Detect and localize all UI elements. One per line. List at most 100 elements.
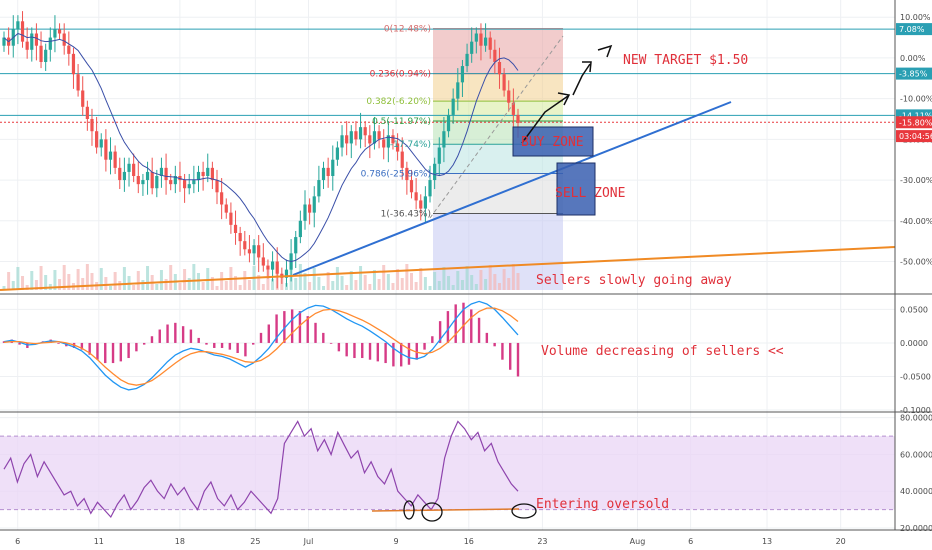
volume-bar: [183, 269, 187, 290]
macd-histogram-bar: [290, 309, 294, 343]
macd-histogram-bar: [376, 342, 380, 362]
volume-bar: [349, 271, 353, 290]
candle-body: [396, 143, 400, 152]
macd-histogram-bar: [423, 342, 426, 350]
candle-body: [136, 176, 140, 185]
candle-body: [257, 245, 261, 258]
candle-body: [224, 204, 228, 213]
volume-bar: [335, 267, 339, 290]
macd-histogram-bar: [252, 342, 255, 345]
candle-body: [308, 204, 312, 213]
volume-bar: [169, 265, 173, 290]
macd-histogram-bar: [174, 322, 177, 343]
candle-body: [76, 74, 80, 91]
x-tick-label: 6: [688, 537, 693, 546]
x-tick-label: 9: [394, 537, 399, 546]
volume-bar: [243, 271, 247, 290]
macd-histogram-bar: [509, 342, 512, 370]
price-badge-label: -15.80%: [899, 118, 932, 127]
volume-bar: [447, 276, 451, 290]
candle-body: [317, 180, 321, 197]
macd-histogram-bar: [407, 342, 411, 365]
candle-body: [220, 192, 224, 205]
candle-body: [20, 21, 25, 42]
volume-bar: [322, 286, 326, 290]
candle-body: [345, 135, 349, 144]
candle-body: [159, 167, 164, 176]
volume-bar: [34, 280, 38, 290]
volume-bar: [433, 272, 437, 290]
candle-body: [437, 147, 441, 164]
macd-histogram-bar: [104, 342, 107, 364]
price-badges: 7.08% -3.85% -14.11%-15.80% 03:04:56: [896, 23, 932, 143]
macd-histogram-bar: [306, 316, 309, 343]
volume-bar: [155, 284, 159, 290]
volume-bar: [53, 270, 57, 290]
candle-body: [252, 245, 256, 254]
volume-bar: [474, 284, 478, 290]
y-tick-label: -10.00%: [900, 95, 932, 104]
candle-body: [206, 167, 210, 176]
candle-body: [284, 269, 289, 278]
macd-histogram-bar: [150, 336, 154, 343]
macd-histogram-bar: [181, 326, 185, 343]
macd-histogram-bar: [337, 342, 341, 352]
candle-body: [465, 53, 469, 67]
macd-histogram-bar: [18, 342, 21, 345]
volume-bar: [266, 270, 270, 290]
volume-bar: [317, 277, 321, 290]
macd-histogram-bar: [454, 304, 457, 343]
y-tick-label: -30.00%: [900, 176, 932, 185]
candle-body: [187, 184, 191, 189]
volume-bar: [178, 283, 182, 290]
volume-bar: [516, 273, 520, 290]
volume-bar: [312, 268, 316, 290]
candle-body: [67, 45, 71, 54]
candle-body: [2, 37, 6, 46]
candle-body: [331, 159, 335, 176]
volume-bar: [414, 282, 418, 290]
volume-bar: [201, 282, 205, 290]
candle-body: [497, 62, 502, 75]
y-tick-label: 80.0000: [900, 414, 932, 423]
macd-histogram-bar: [329, 342, 333, 344]
volume-bar: [493, 274, 497, 290]
candle-body: [488, 37, 492, 50]
y-tick-label: -40.00%: [900, 217, 932, 226]
volume-bar: [331, 281, 335, 290]
fib-level-label: (-17.74%): [386, 140, 431, 150]
volume-bar: [58, 279, 62, 290]
macd-histogram-bar: [516, 342, 520, 377]
y-tick-label: 40.0000: [900, 487, 932, 496]
candle-body: [196, 171, 201, 181]
fib-level-label: 0(12.48%): [384, 25, 431, 35]
x-tick-label: 25: [250, 537, 260, 546]
candle-body: [368, 135, 372, 144]
macd-histogram-bar: [485, 332, 489, 343]
candle-body: [386, 135, 390, 148]
candle-body: [275, 261, 279, 274]
candle-body: [511, 102, 515, 115]
macd-histogram-bar: [267, 324, 270, 343]
volume-bar: [488, 265, 492, 290]
volume-bar: [428, 286, 432, 290]
volume-bar: [294, 278, 298, 290]
volume-bar: [442, 267, 446, 290]
fib-level-label: 0.5(-11.97%): [372, 117, 431, 127]
y-axis-tick-labels: 10.00%0.00%-10.00%-20.00%-30.00%-40.00%-…: [900, 13, 932, 533]
volume-bar: [497, 283, 501, 290]
volume-bar: [81, 278, 85, 290]
candle-body: [414, 192, 418, 201]
volume-bar: [16, 267, 20, 290]
volume-bar: [85, 264, 89, 290]
candle-body: [372, 131, 377, 144]
candle-body: [502, 74, 506, 91]
candle-body: [433, 163, 437, 181]
candle-body: [122, 171, 126, 181]
candle-body: [340, 135, 344, 148]
macd-histogram-bar: [470, 309, 473, 343]
candle-body: [326, 167, 330, 176]
macd-histogram-bar: [399, 342, 403, 367]
candle-body: [169, 180, 173, 185]
